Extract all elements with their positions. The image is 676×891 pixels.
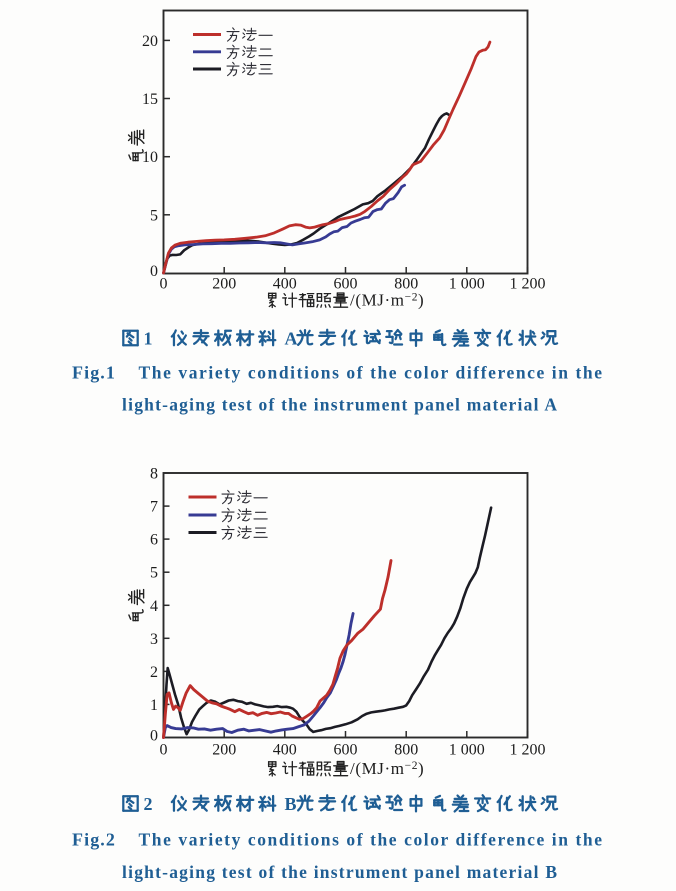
svg-text:3: 3 <box>150 631 158 648</box>
svg-text:Fig.1: Fig.1 <box>72 363 116 383</box>
svg-text:10: 10 <box>142 149 158 166</box>
svg-text:7: 7 <box>150 499 158 516</box>
svg-text:0: 0 <box>160 276 168 293</box>
svg-text:2: 2 <box>150 664 158 681</box>
svg-text:800: 800 <box>394 742 418 759</box>
svg-text:800: 800 <box>394 276 418 293</box>
svg-text:B: B <box>285 794 297 814</box>
svg-text:1 000: 1 000 <box>449 276 485 293</box>
svg-text:Fig.2: Fig.2 <box>72 830 116 850</box>
svg-text:0: 0 <box>160 742 168 759</box>
svg-text:1 000: 1 000 <box>449 742 485 759</box>
svg-text:400: 400 <box>273 742 297 759</box>
svg-text:600: 600 <box>334 276 358 293</box>
svg-text:2: 2 <box>144 794 153 814</box>
svg-text:5: 5 <box>150 565 158 582</box>
svg-text:6: 6 <box>150 532 158 549</box>
svg-text:0: 0 <box>150 263 158 280</box>
svg-text:400: 400 <box>273 276 297 293</box>
svg-text:The variety conditions of the: The variety conditions of the color diff… <box>139 830 603 850</box>
svg-text:4: 4 <box>150 598 158 615</box>
svg-text:20: 20 <box>142 33 158 50</box>
svg-text:5: 5 <box>150 207 158 224</box>
svg-text:15: 15 <box>142 91 158 108</box>
svg-text:1: 1 <box>144 329 153 349</box>
svg-text:200: 200 <box>212 276 236 293</box>
svg-text:1: 1 <box>150 697 158 714</box>
svg-text:1 200: 1 200 <box>510 276 546 293</box>
svg-text:light-aging test of the instru: light-aging test of the instrument panel… <box>122 862 557 882</box>
svg-text:200: 200 <box>212 742 236 759</box>
svg-text:600: 600 <box>334 742 358 759</box>
svg-text:The variety conditions of the: The variety conditions of the color diff… <box>139 363 603 383</box>
svg-text:A: A <box>285 329 298 349</box>
svg-text:1 200: 1 200 <box>510 742 546 759</box>
svg-text:8: 8 <box>150 466 158 483</box>
svg-text:0: 0 <box>150 728 158 745</box>
svg-text:light-aging test of the instru: light-aging test of the instrument panel… <box>122 395 557 415</box>
